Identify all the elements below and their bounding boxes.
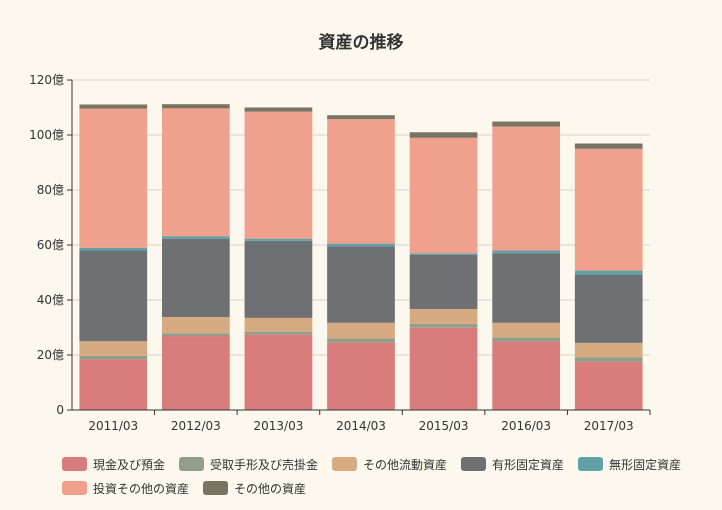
legend-label: その他流動資産: [363, 457, 448, 472]
legend-item-2[interactable]: 受取手形及び売掛金: [179, 452, 318, 476]
bar-segment-2-2013-03[interactable]: [244, 331, 313, 335]
bar-segment-1-2011-03[interactable]: [79, 359, 148, 410]
bar-segment-7-2017-03[interactable]: [574, 143, 643, 149]
legend-item-1[interactable]: 現金及び預金: [62, 452, 165, 476]
bar-segment-5-2017-03[interactable]: [574, 270, 643, 275]
legend: 現金及び預金 受取手形及び売掛金 その他流動資産 有形固定資産 無形固定資産投資その他の…: [62, 452, 702, 500]
bar-segment-4-2013-03[interactable]: [244, 240, 313, 318]
bar-segment-6-2012-03[interactable]: [162, 108, 230, 237]
bar-segment-4-2014-03[interactable]: [327, 246, 395, 323]
y-tick-label: 60億: [37, 238, 64, 252]
bar-segment-3-2016-03[interactable]: [492, 322, 560, 338]
x-tick-label: 2011/03: [88, 419, 138, 433]
bar-segment-3-2011-03[interactable]: [79, 341, 148, 356]
bar-segment-2-2016-03[interactable]: [492, 337, 560, 342]
bar-segment-1-2015-03[interactable]: [409, 327, 478, 410]
bar-segment-2-2012-03[interactable]: [162, 333, 230, 337]
y-tick-label: 80億: [37, 183, 64, 197]
bar-segment-7-2015-03[interactable]: [409, 132, 478, 138]
bar-segment-5-2011-03[interactable]: [79, 247, 148, 251]
legend-item-4[interactable]: 有形固定資産: [461, 452, 564, 476]
legend-item-7[interactable]: その他の資産: [203, 476, 306, 500]
bar-segment-1-2016-03[interactable]: [492, 341, 560, 410]
bar-segment-4-2012-03[interactable]: [162, 238, 230, 318]
legend-swatch: [203, 481, 229, 495]
legend-label: 有形固定資産: [492, 457, 565, 472]
bar-segment-6-2011-03[interactable]: [79, 108, 148, 248]
bar-segment-7-2011-03[interactable]: [79, 104, 148, 109]
bar-segment-6-2017-03[interactable]: [574, 148, 643, 271]
bar-segment-2-2015-03[interactable]: [409, 323, 478, 328]
bar-segment-3-2015-03[interactable]: [409, 309, 478, 324]
x-tick-label: 2014/03: [336, 419, 386, 433]
y-tick-label: 120億: [29, 73, 64, 87]
legend-label: 投資その他の資産: [93, 481, 190, 496]
bar-segment-5-2014-03[interactable]: [327, 243, 395, 247]
x-tick-label: 2012/03: [171, 419, 221, 433]
bars-layer: [79, 104, 643, 410]
bar-segment-6-2015-03[interactable]: [409, 137, 478, 254]
legend-label: その他の資産: [234, 481, 307, 496]
bar-segment-2-2011-03[interactable]: [79, 355, 148, 360]
x-tick-label: 2017/03: [584, 419, 634, 433]
legend-label: 無形固定資産: [609, 457, 682, 472]
y-tick-label: 0: [56, 403, 64, 417]
x-tick-label: 2016/03: [501, 419, 551, 433]
bar-segment-5-2012-03[interactable]: [162, 236, 230, 239]
y-tick-label: 40億: [37, 293, 64, 307]
bar-segment-6-2016-03[interactable]: [492, 126, 560, 251]
legend-item-3[interactable]: その他流動資産: [332, 452, 447, 476]
y-tick-label: 100億: [29, 128, 64, 142]
bar-segment-7-2014-03[interactable]: [327, 115, 395, 120]
chart-title: 資産の推移: [318, 33, 404, 53]
bar-segment-3-2017-03[interactable]: [574, 342, 643, 358]
legend-swatch: [62, 481, 87, 495]
bar-segment-1-2013-03[interactable]: [244, 334, 313, 410]
bar-segment-5-2013-03[interactable]: [244, 238, 313, 241]
bar-segment-2-2017-03[interactable]: [574, 357, 643, 362]
bar-segment-3-2013-03[interactable]: [244, 317, 313, 332]
bar-segment-7-2013-03[interactable]: [244, 107, 313, 112]
axis-layer: 0 20億 40億 60億 80億 100億 120億 2011/03 2012/03 2013/…: [29, 73, 651, 433]
bar-segment-3-2012-03[interactable]: [162, 317, 230, 334]
legend-label: 受取手形及び売掛金: [210, 457, 319, 472]
bar-segment-1-2017-03[interactable]: [574, 361, 643, 410]
y-tick-label: 20億: [37, 348, 64, 362]
bar-segment-7-2012-03[interactable]: [162, 104, 230, 109]
legend-swatch: [62, 457, 87, 471]
bar-segment-7-2016-03[interactable]: [492, 121, 560, 127]
x-tick-label: 2013/03: [253, 419, 303, 433]
legend-swatch: [578, 457, 604, 471]
bar-segment-5-2016-03[interactable]: [492, 250, 560, 254]
bar-segment-2-2014-03[interactable]: [327, 338, 395, 343]
legend-swatch: [461, 457, 487, 471]
bar-segment-4-2016-03[interactable]: [492, 253, 560, 323]
legend-label: 現金及び預金: [93, 457, 166, 472]
legend-swatch: [332, 457, 358, 471]
x-tick-label: 2015/03: [419, 419, 469, 433]
bar-segment-6-2014-03[interactable]: [327, 119, 395, 244]
legend-swatch: [179, 457, 205, 471]
bar-segment-4-2015-03[interactable]: [409, 254, 478, 310]
bar-segment-5-2015-03[interactable]: [409, 253, 478, 255]
bar-segment-3-2014-03[interactable]: [327, 322, 395, 339]
bar-segment-4-2011-03[interactable]: [79, 250, 148, 342]
bar-segment-1-2014-03[interactable]: [327, 342, 395, 410]
legend-item-5[interactable]: 無形固定資産: [578, 452, 681, 476]
bar-segment-1-2012-03[interactable]: [162, 336, 230, 410]
bar-segment-6-2013-03[interactable]: [244, 111, 313, 239]
bar-segment-4-2017-03[interactable]: [574, 274, 643, 343]
legend-item-6[interactable]: 投資その他の資産: [62, 476, 189, 500]
